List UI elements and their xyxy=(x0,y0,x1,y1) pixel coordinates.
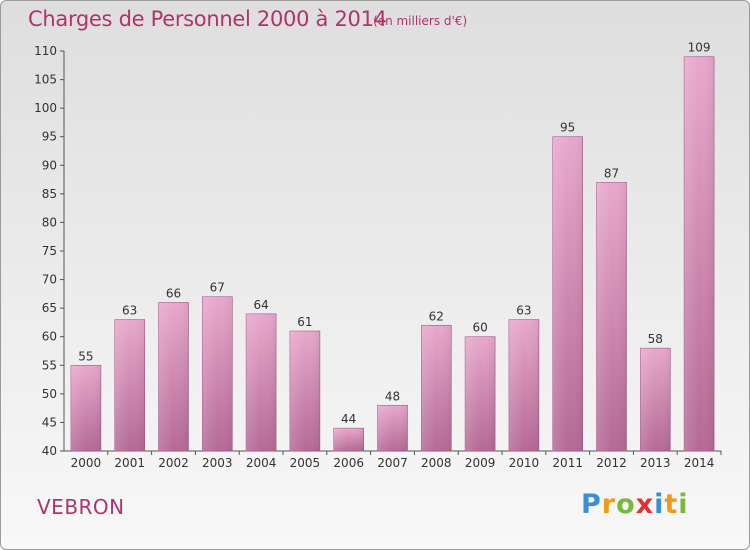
data-label-2010: 63 xyxy=(516,304,531,318)
logo-letter: i xyxy=(654,489,665,520)
y-tick-label: 45 xyxy=(42,415,57,429)
y-tick-label: 40 xyxy=(42,444,57,458)
data-label-2014: 109 xyxy=(688,41,711,55)
x-tick-label-2006: 2006 xyxy=(333,456,364,470)
data-label-2001: 63 xyxy=(122,304,137,318)
y-tick-label: 100 xyxy=(34,101,57,115)
x-tick-label-2000: 2000 xyxy=(71,456,102,470)
bar-shade-2013 xyxy=(640,348,671,451)
logo-letter: i xyxy=(678,489,689,520)
x-tick-label-2001: 2001 xyxy=(114,456,145,470)
bar-shade-2012 xyxy=(596,182,627,451)
bar-shade-2006 xyxy=(333,428,364,451)
commune-name: VEBRON xyxy=(37,495,125,519)
bar-shade-2004 xyxy=(246,313,277,451)
data-label-2004: 64 xyxy=(253,298,268,312)
y-tick-label: 85 xyxy=(42,187,57,201)
data-label-2009: 60 xyxy=(472,321,487,335)
y-tick-label: 55 xyxy=(42,358,57,372)
x-tick-label-2003: 2003 xyxy=(202,456,233,470)
x-tick-label-2005: 2005 xyxy=(290,456,321,470)
y-tick-label: 50 xyxy=(42,387,57,401)
chart-subtitle: (en milliers d'€) xyxy=(373,14,468,28)
bar-shade-2005 xyxy=(289,331,320,451)
data-label-2000: 55 xyxy=(78,349,93,363)
y-tick-label: 75 xyxy=(42,244,57,258)
data-label-2006: 44 xyxy=(341,412,356,426)
bar-shade-2000 xyxy=(70,365,101,451)
data-label-2002: 66 xyxy=(166,286,181,300)
bar-shade-2014 xyxy=(684,56,715,451)
data-label-2005: 61 xyxy=(297,315,312,329)
x-tick-label-2012: 2012 xyxy=(596,456,627,470)
bar-shade-2003 xyxy=(202,296,233,451)
y-tick-label: 110 xyxy=(34,44,57,58)
data-label-2003: 67 xyxy=(210,281,225,295)
data-label-2011: 95 xyxy=(560,121,575,135)
bar-shade-2009 xyxy=(465,336,496,451)
bar-shade-2002 xyxy=(158,302,189,451)
bar-shade-2007 xyxy=(377,405,408,451)
logo-letter: t xyxy=(664,489,679,520)
proxiti-logo: Proxiti xyxy=(581,489,689,520)
bar-shade-2008 xyxy=(421,325,452,451)
logo-letter: P xyxy=(581,489,602,520)
x-tick-label-2002: 2002 xyxy=(158,456,189,470)
y-tick-label: 60 xyxy=(42,330,57,344)
x-tick-label-2007: 2007 xyxy=(377,456,408,470)
data-label-2013: 58 xyxy=(648,332,663,346)
x-tick-label-2013: 2013 xyxy=(640,456,671,470)
x-tick-label-2009: 2009 xyxy=(465,456,496,470)
bar-shade-2010 xyxy=(508,319,539,451)
bar-shade-2011 xyxy=(552,136,583,451)
y-tick-label: 90 xyxy=(42,158,57,172)
bar-shade-2001 xyxy=(114,319,145,451)
data-label-2007: 48 xyxy=(385,389,400,403)
y-tick-label: 80 xyxy=(42,215,57,229)
logo-letter: o xyxy=(616,489,636,520)
logo-letter: r xyxy=(601,489,617,520)
chart-title: Charges de Personnel 2000 à 2014 xyxy=(28,7,387,31)
x-tick-label-2008: 2008 xyxy=(421,456,452,470)
y-tick-label: 95 xyxy=(42,130,57,144)
x-tick-label-2004: 2004 xyxy=(246,456,277,470)
x-tick-label-2011: 2011 xyxy=(552,456,583,470)
data-label-2012: 87 xyxy=(604,166,619,180)
logo-letter: x xyxy=(635,489,655,520)
x-tick-label-2010: 2010 xyxy=(509,456,540,470)
y-tick-label: 65 xyxy=(42,301,57,315)
data-label-2008: 62 xyxy=(429,309,444,323)
y-tick-label: 105 xyxy=(34,73,57,87)
y-tick-label: 70 xyxy=(42,273,57,287)
x-tick-label-2014: 2014 xyxy=(684,456,715,470)
